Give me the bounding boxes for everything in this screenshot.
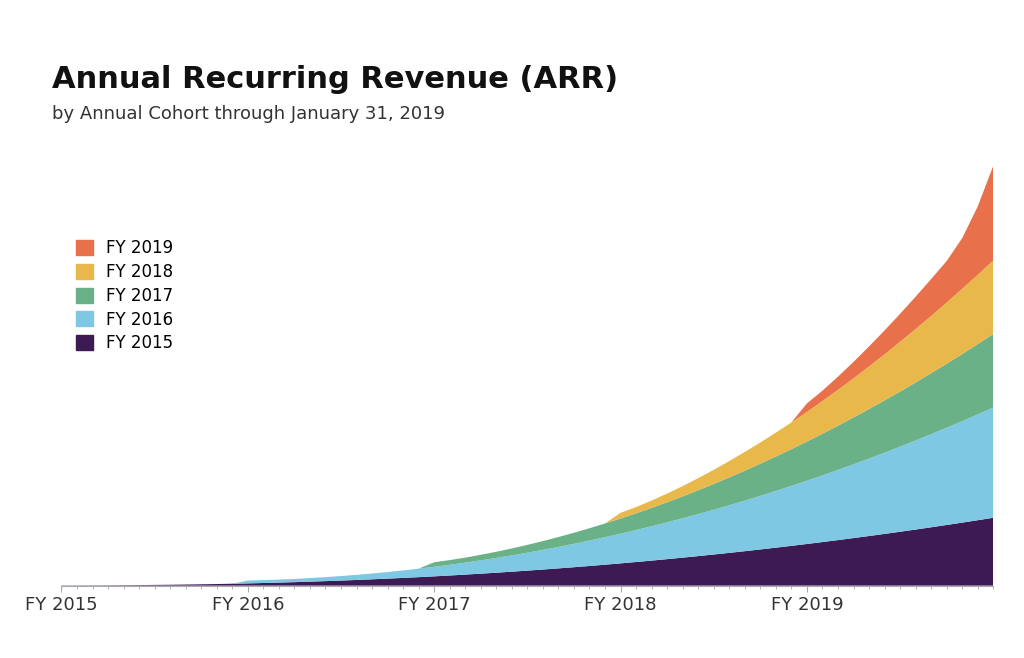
Text: Annual Recurring Revenue (ARR): Annual Recurring Revenue (ARR)	[52, 65, 618, 94]
Legend: FY 2019, FY 2018, FY 2017, FY 2016, FY 2015: FY 2019, FY 2018, FY 2017, FY 2016, FY 2…	[70, 232, 180, 359]
Text: by Annual Cohort through January 31, 2019: by Annual Cohort through January 31, 201…	[52, 105, 445, 123]
